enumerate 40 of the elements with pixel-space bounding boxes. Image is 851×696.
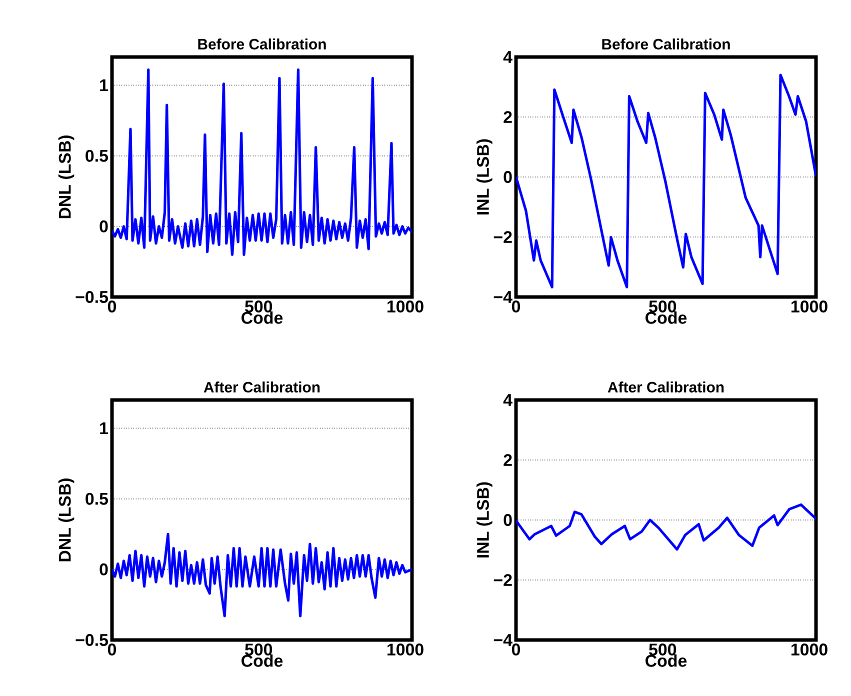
y-tick-label: 2 [504,111,512,123]
y-tick-label: 4 [503,51,512,63]
x-axis-title: Code [242,654,283,667]
y-tick-label: −2 [494,231,512,243]
y-axis-title: INL (LSB) [476,139,492,214]
y-tick-label: 0 [100,220,108,232]
line-series [112,532,412,618]
y-tick-label: 4 [503,394,512,406]
chart-title: After Calibration [204,382,320,392]
line-series [516,503,816,551]
y-tick-label: 0 [100,563,108,576]
y-tick-label: 0 [504,514,512,526]
line-series [112,68,412,256]
y-tick-label: −4 [494,634,512,646]
line-series [516,74,816,288]
y-tick-label: −2 [494,574,512,586]
x-axis-title: Code [646,311,687,324]
y-tick-label: −0.5 [76,291,108,303]
y-tick-label: 1 [100,79,108,92]
y-tick-label: −0.5 [76,634,108,646]
x-tick-label: 0 [512,300,520,313]
x-axis-title: Code [646,654,687,667]
x-tick-label: 1000 [791,300,828,313]
y-axis-title: INL (LSB) [476,482,492,558]
x-tick-label: 1000 [791,644,828,656]
y-axis-title: DNL (LSB) [58,136,74,218]
y-tick-label: −4 [494,291,512,303]
chart-title: After Calibration [608,382,724,392]
y-tick-label: 0.5 [86,492,108,505]
chart-title: Before Calibration [602,38,730,50]
y-tick-label: 0 [504,171,512,183]
y-tick-label: 2 [504,454,512,466]
y-axis-title: DNL (LSB) [58,478,74,562]
x-tick-label: 0 [512,644,520,656]
chart-title: Before Calibration [198,38,326,50]
x-tick-label: 1000 [387,300,424,313]
x-axis-title: Code [242,311,283,324]
y-tick-label: 0.5 [86,150,108,162]
y-tick-label: 1 [100,422,108,434]
x-tick-label: 1000 [387,644,424,656]
